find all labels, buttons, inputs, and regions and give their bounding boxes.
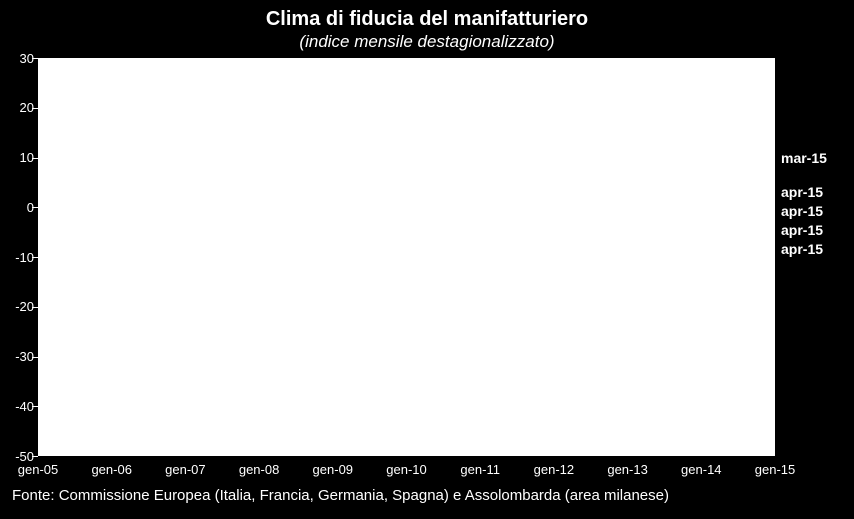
x-axis-label: gen-07 [165,462,205,477]
chart-title: Clima di fiducia del manifatturiero [0,8,854,31]
y-axis-label: 20 [4,100,34,115]
x-axis-label: gen-11 [460,462,500,477]
series-end-label: apr-15 [781,241,823,257]
series-end-label: mar-15 [781,150,827,166]
chart-subtitle: (indice mensile destagionalizzato) [0,32,854,52]
x-axis-label: gen-14 [681,462,721,477]
x-axis-label: gen-06 [91,462,131,477]
y-axis-label: -30 [4,349,34,364]
y-axis-label: 10 [4,150,34,165]
x-axis-label: gen-10 [386,462,426,477]
series-end-label: apr-15 [781,203,823,219]
x-axis-label: gen-13 [607,462,647,477]
y-axis-label: -20 [4,299,34,314]
series-end-label: apr-15 [781,222,823,238]
y-axis-label: -10 [4,250,34,265]
series-end-label: apr-15 [781,184,823,200]
x-axis-label: gen-12 [534,462,574,477]
y-axis-label: -40 [4,399,34,414]
y-axis-label: 0 [4,200,34,215]
plot-area [38,58,775,456]
x-axis-label: gen-15 [755,462,795,477]
y-axis-label: 30 [4,51,34,66]
x-axis-label: gen-05 [18,462,58,477]
x-axis-label: gen-08 [239,462,279,477]
x-axis-label: gen-09 [313,462,353,477]
source-text: Fonte: Commissione Europea (Italia, Fran… [12,487,669,504]
